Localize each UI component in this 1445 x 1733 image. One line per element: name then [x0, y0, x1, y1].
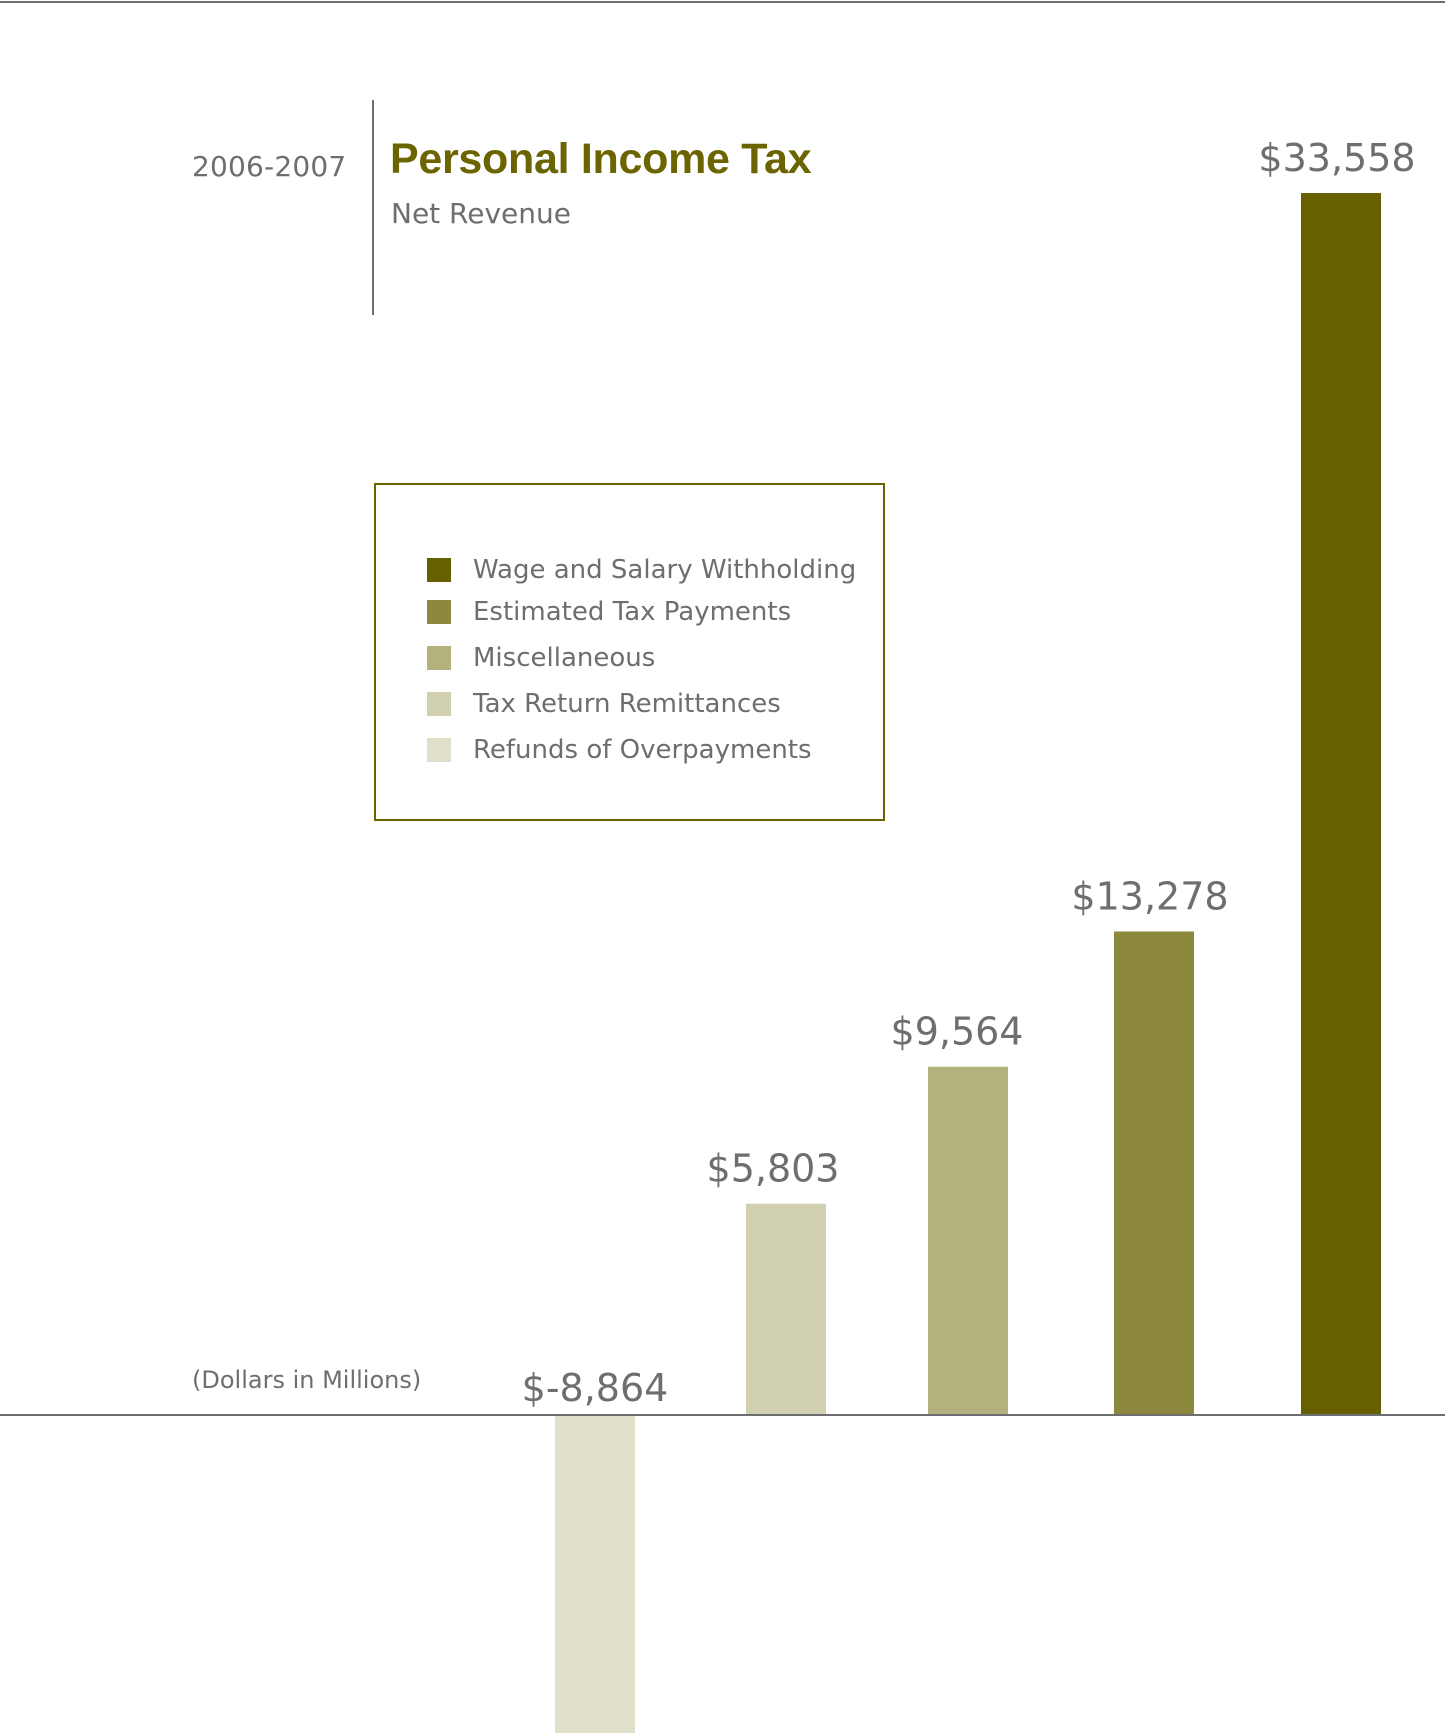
units-note: (Dollars in Millions) [192, 1366, 422, 1394]
legend-label: Tax Return Remittances [473, 689, 781, 719]
legend-swatch [427, 558, 451, 582]
legend-swatch [427, 600, 451, 624]
data-labels-group: $-8,864 $5,803 $9,564 $13,278 $33,558 [522, 136, 1416, 1410]
legend-item: Refunds of Overpayments [427, 729, 856, 771]
legend-item: Miscellaneous [427, 637, 856, 679]
data-label-4: $13,278 [1071, 874, 1228, 918]
legend-label: Miscellaneous [473, 643, 656, 673]
data-label-3: $9,564 [891, 1010, 1024, 1054]
bar-1 [555, 1415, 635, 1733]
data-label-1: $-8,864 [522, 1366, 669, 1410]
legend: Wage and Salary Withholding Estimated Tax… [374, 483, 885, 821]
fiscal-year: 2006-2007 [192, 150, 347, 183]
bar-4 [1114, 931, 1194, 1415]
legend-swatch [427, 738, 451, 762]
legend-item: Tax Return Remittances [427, 683, 856, 725]
legend-label: Estimated Tax Payments [473, 597, 792, 627]
legend-label: Refunds of Overpayments [473, 735, 812, 765]
chart-title: Personal Income Tax [390, 135, 812, 183]
chart-subtitle: Net Revenue [391, 197, 571, 230]
data-label-5: $33,558 [1258, 136, 1415, 180]
header-divider [372, 100, 374, 315]
bars-group [555, 193, 1381, 1733]
legend-item: Wage and Salary Withholding [427, 549, 856, 591]
bar-3 [928, 1066, 1008, 1415]
bar-2 [746, 1203, 826, 1415]
legend-list: Wage and Salary Withholding Estimated Tax… [427, 549, 856, 771]
legend-swatch [427, 692, 451, 716]
data-label-2: $5,803 [707, 1147, 840, 1191]
legend-item: Estimated Tax Payments [427, 591, 856, 633]
bar-5 [1301, 193, 1381, 1415]
legend-label: Wage and Salary Withholding [473, 555, 857, 585]
legend-swatch [427, 646, 451, 670]
